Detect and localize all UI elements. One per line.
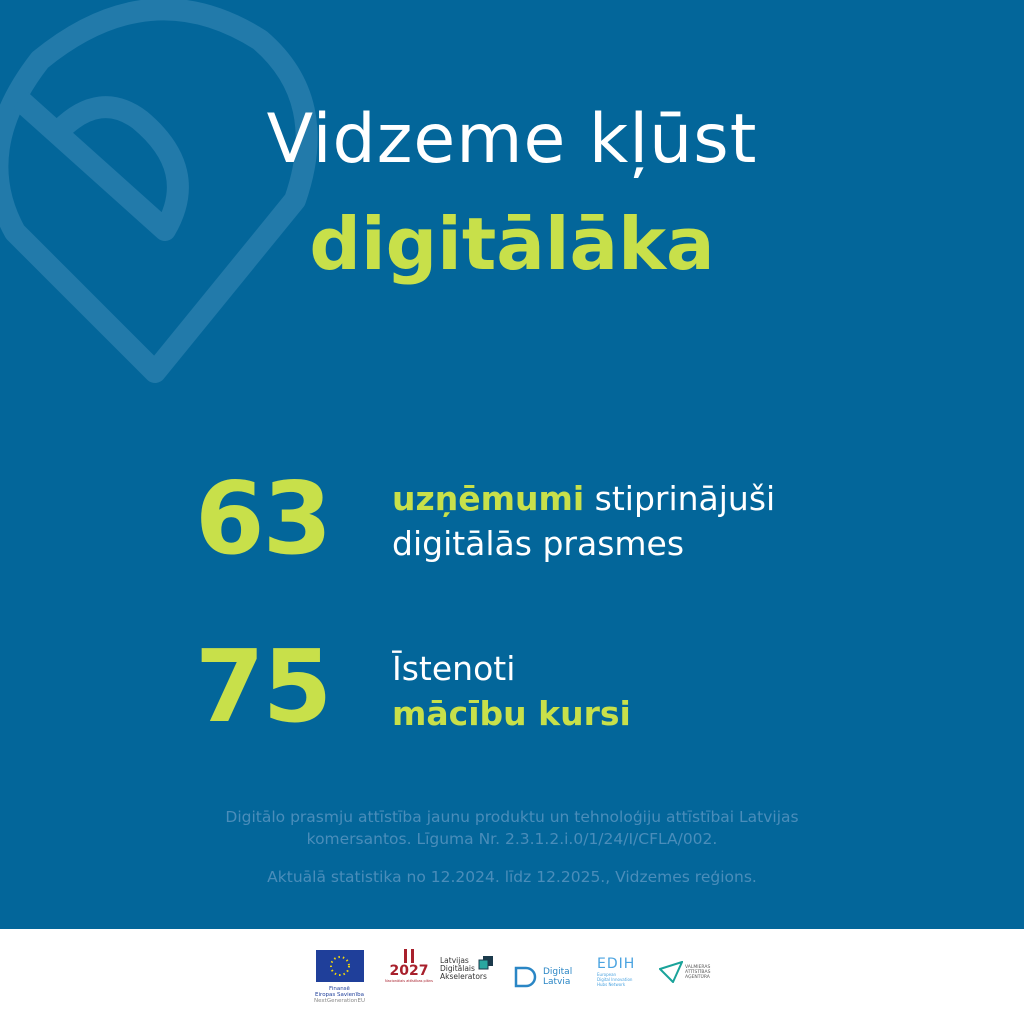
eu-text: NextGenerationEU — [314, 998, 365, 1004]
edih-text: Hubs Network — [597, 982, 626, 987]
background-pin-shape — [0, 0, 318, 383]
eu-logo: Finansē Eiropas Savienība NextGeneration… — [314, 950, 365, 1004]
nap-mark-icon — [403, 949, 414, 963]
vaa-text: AĢENTŪRA — [685, 974, 710, 980]
project-note-line2: komersantos. Līguma Nr. 2.3.1.2.i.0/1/24… — [306, 830, 718, 848]
headline-line2: digitālāka — [309, 202, 715, 286]
stat-text: digitālās prasmes — [392, 524, 685, 563]
poster: Vidzeme kļūst digitālāka 63 uzņēmumi sti… — [0, 0, 1024, 929]
footer-logos: Finansē Eiropas Savienība NextGeneration… — [0, 929, 1024, 1024]
dl-text: Digital — [543, 967, 573, 977]
lda-text: Akselerators — [440, 972, 487, 981]
stat-desc-companies: uzņēmumi stiprinājuši digitālās prasmes — [392, 476, 775, 566]
nap-logo: 2027 Nacionālais attīstības plāns — [385, 949, 433, 983]
edih-text: Digital Innovation — [597, 977, 633, 982]
nap-sub: Nacionālais attīstības plāns — [385, 979, 433, 983]
edih-mark: EDIH — [597, 956, 636, 972]
stat-desc-courses: Īstenoti mācību kursi — [392, 646, 631, 736]
edih-text: European — [597, 972, 617, 977]
digital-latvia-logo: Digital Latvia — [513, 965, 572, 989]
project-note-line1: Digitālo prasmju attīstība jaunu produkt… — [225, 808, 799, 826]
stat-text: stiprinājuši — [584, 479, 776, 518]
headline-line1: Vidzeme kļūst — [266, 100, 758, 179]
lda-text: Digitālais — [440, 964, 475, 973]
lda-text: Latvijas — [440, 956, 469, 965]
stat-highlight: uzņēmumi — [392, 479, 585, 518]
period-note: Aktuālā statistika no 12.2024. līdz 12.2… — [267, 868, 757, 886]
digital-latvia-icon — [514, 966, 537, 988]
stat-highlight: mācību kursi — [392, 694, 631, 733]
dl-text: Latvia — [543, 977, 571, 987]
eu-text: Eiropas Savienība — [315, 992, 364, 998]
stat-value-companies: 63 — [195, 460, 332, 577]
edih-logo: EDIH European Digital Innovation Hubs Ne… — [597, 956, 635, 987]
nap-year: 2027 — [389, 963, 429, 979]
lda-logo: Latvijas Digitālais Akselerators — [440, 957, 487, 981]
stat-text: Īstenoti — [392, 649, 516, 688]
eu-text: Finansē — [329, 986, 350, 992]
eu-flag-icon — [315, 950, 364, 982]
lda-squares-icon — [478, 956, 493, 970]
stat-value-courses: 75 — [195, 628, 332, 745]
project-note: Digitālo prasmju attīstība jaunu produkt… — [0, 806, 1024, 850]
vaa-logo: VALMIERAS ATTĪSTĪBAS AĢENTŪRA — [659, 961, 710, 983]
vaa-text: VALMIERAS — [685, 964, 711, 970]
vaa-text: ATTĪSTĪBAS — [685, 969, 711, 975]
paper-plane-icon — [659, 961, 683, 983]
